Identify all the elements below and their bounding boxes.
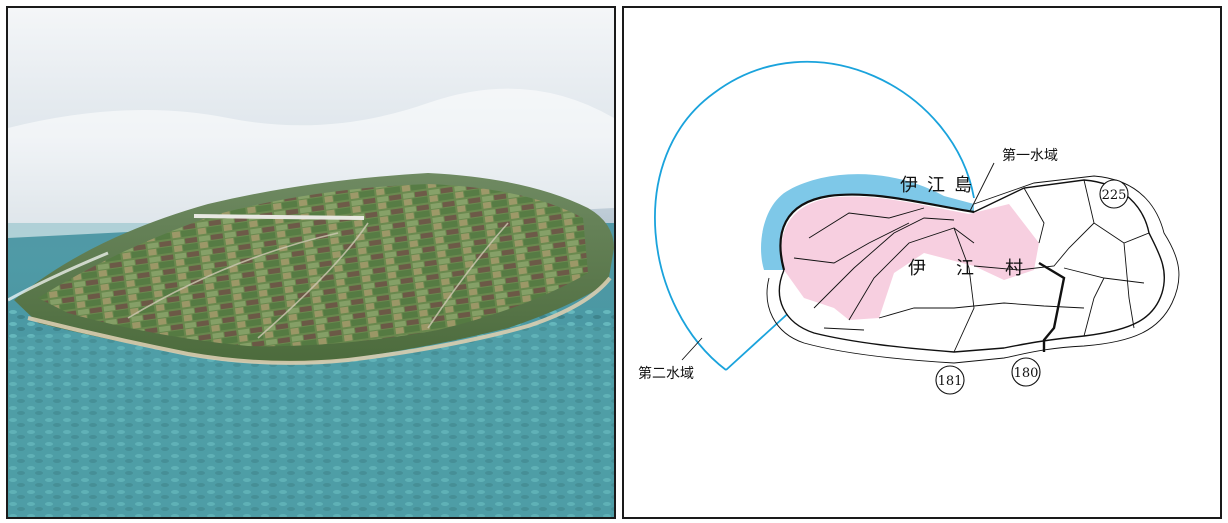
district-boundaries (793, 179, 1150, 353)
village-area (781, 196, 1039, 320)
coastline-north (779, 193, 975, 271)
municipal-boundary (1038, 261, 1066, 352)
water-zone-2-closing-line (725, 307, 795, 371)
outer-sea-boundary (766, 175, 1180, 364)
aerial-photo (6, 6, 616, 519)
water-zone-2-boundary (654, 60, 975, 371)
water-zone-2-leader (681, 337, 703, 361)
water-zone-1-area (761, 174, 974, 270)
island-name-char-2: 江 (927, 175, 945, 196)
svg-text:180: 180 (1014, 366, 1039, 381)
water-zone-1-label: 第一水域 (1002, 147, 1058, 164)
svg-text:225: 225 (1102, 188, 1127, 203)
village-name-char-1: 伊 (908, 258, 926, 279)
island-name-char-3: 島 (954, 175, 972, 196)
svg-text:181: 181 (938, 374, 963, 389)
village-name-char-2: 江 (956, 258, 974, 279)
village-name-char-3: 村 (1005, 258, 1023, 279)
zoning-map-drawing: 第一水域 第二水域 伊 江 島 伊 江 村 225 181 180 (638, 60, 1180, 395)
water-zone-2-label: 第二水域 (638, 365, 694, 382)
zoning-map: 第一水域 第二水域 伊 江 島 伊 江 村 225 181 180 (622, 6, 1222, 519)
water-zone-1-leader (969, 162, 995, 212)
area-code-225: 225 (1099, 179, 1129, 209)
aerial-photo-illustration (8, 8, 614, 517)
area-code-180: 180 (1011, 357, 1041, 387)
area-code-181: 181 (935, 365, 965, 395)
island-name-char-1: 伊 (900, 175, 918, 196)
